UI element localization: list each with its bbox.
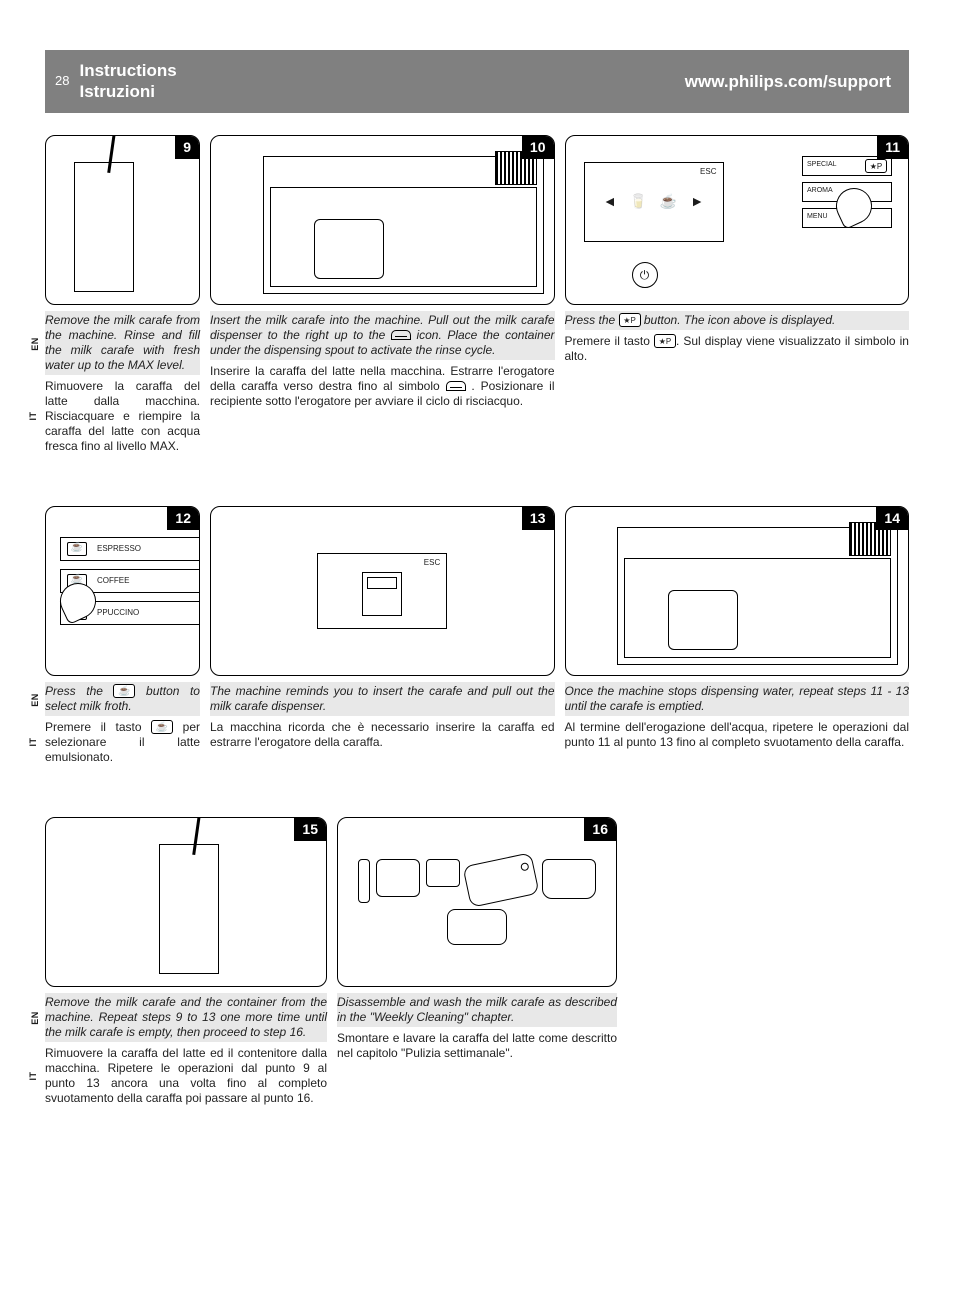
step-11-text-en: Press the button. The icon above is disp… bbox=[565, 311, 910, 330]
row-1: 9 EN Remove the milk carafe from the mac… bbox=[45, 135, 909, 456]
coffee-icon: 🥛 bbox=[630, 193, 647, 211]
machine-illustration bbox=[263, 156, 544, 293]
rinse-icon bbox=[446, 381, 466, 391]
row-3: 15 EN Remove the milk carafe and the con… bbox=[45, 817, 909, 1108]
title-en: Instructions bbox=[79, 60, 176, 81]
step-number: 16 bbox=[584, 818, 616, 842]
carafe-illustration bbox=[74, 162, 134, 292]
step-10-text-it: Inserire la caraffa del latte nella macc… bbox=[210, 362, 555, 411]
cup-icon bbox=[67, 542, 87, 556]
esc-label: ESC bbox=[424, 558, 440, 568]
page-number: 28 bbox=[55, 73, 69, 89]
lang-tag-en: EN bbox=[30, 1011, 41, 1025]
display-screen: ESC bbox=[317, 553, 447, 629]
cup-memo-icon bbox=[113, 684, 135, 698]
step-number: 12 bbox=[167, 507, 199, 531]
lang-tag-en: EN bbox=[30, 337, 41, 351]
figure-14: 14 bbox=[565, 506, 910, 676]
step-9: 9 EN Remove the milk carafe from the mac… bbox=[45, 135, 200, 456]
step-number: 13 bbox=[522, 507, 554, 531]
title-block: Instructions Istruzioni bbox=[79, 60, 176, 103]
carafe-prompt-icon bbox=[362, 572, 402, 616]
step-16: 16 Disassemble and wash the milk carafe … bbox=[337, 817, 617, 1108]
lang-tag-it: IT bbox=[28, 412, 39, 421]
step-9-text-it: Rimuovere la caraffa del latte dalla mac… bbox=[45, 377, 200, 456]
figure-12: ESPRESSO COFFEE PPUCCINO 12 bbox=[45, 506, 200, 676]
row-2: ESPRESSO COFFEE PPUCCINO 12 EN Press the… bbox=[45, 506, 909, 767]
lang-tag-en: EN bbox=[30, 693, 41, 707]
part-body bbox=[542, 859, 596, 899]
part-tube bbox=[358, 859, 370, 903]
step-14-text-en: Once the machine stops dispensing water,… bbox=[565, 682, 910, 716]
step-15: 15 EN Remove the milk carafe and the con… bbox=[45, 817, 327, 1108]
figure-15: 15 bbox=[45, 817, 327, 987]
step-number: 10 bbox=[522, 136, 554, 160]
star-p-icon bbox=[865, 159, 887, 173]
step-11: ESC ◄ 🥛 ☕ ► SPECIAL AROMA MENU 11 bbox=[565, 135, 910, 456]
part-cap bbox=[426, 859, 460, 887]
step-12: ESPRESSO COFFEE PPUCCINO 12 EN Press the… bbox=[45, 506, 200, 767]
carafe-illustration bbox=[159, 844, 219, 974]
step-15-text-en: Remove the milk carafe and the container… bbox=[45, 993, 327, 1042]
step-13-text-it: La macchina ricorda che è necessario ins… bbox=[210, 718, 555, 752]
disassembled-parts bbox=[348, 828, 606, 976]
part-lid bbox=[376, 859, 420, 897]
display-screen: ESC ◄ 🥛 ☕ ► bbox=[584, 162, 724, 242]
part-spout bbox=[462, 852, 539, 908]
step-14-text-it: Al termine dell'erogazione dell'acqua, r… bbox=[565, 718, 910, 752]
star-p-icon bbox=[619, 313, 641, 327]
step-9-text-en: Remove the milk carafe from the machine.… bbox=[45, 311, 200, 375]
step-number: 14 bbox=[876, 507, 908, 531]
step-number: 9 bbox=[175, 136, 199, 160]
cup-memo-icon bbox=[151, 720, 173, 734]
step-13: ESC 13 The machine reminds you to insert… bbox=[210, 506, 555, 767]
header-left: 28 Instructions Istruzioni bbox=[55, 60, 177, 103]
step-10-text-en: Insert the milk carafe into the machine.… bbox=[210, 311, 555, 360]
menu-item-espresso[interactable]: ESPRESSO bbox=[60, 537, 200, 561]
step-12-text-it: Premere il tasto per selezionare il latt… bbox=[45, 718, 200, 767]
spacer bbox=[627, 817, 909, 1108]
part-base bbox=[447, 909, 507, 945]
step-13-text-en: The machine reminds you to insert the ca… bbox=[210, 682, 555, 716]
support-url: www.philips.com/support bbox=[685, 71, 891, 92]
machine-illustration bbox=[617, 527, 898, 664]
figure-9: 9 bbox=[45, 135, 200, 305]
figure-16: 16 bbox=[337, 817, 617, 987]
step-number: 11 bbox=[877, 136, 908, 160]
step-16-text-it: Smontare e lavare la caraffa del latte c… bbox=[337, 1029, 617, 1063]
cup-icon: ☕ bbox=[660, 193, 677, 211]
header-bar: 28 Instructions Istruzioni www.philips.c… bbox=[45, 50, 909, 113]
step-16-text-en: Disassemble and wash the milk carafe as … bbox=[337, 993, 617, 1027]
figure-10: 10 bbox=[210, 135, 555, 305]
figure-13: ESC 13 bbox=[210, 506, 555, 676]
star-p-icon bbox=[654, 334, 676, 348]
power-button-icon bbox=[632, 262, 658, 288]
esc-label: ESC bbox=[700, 167, 716, 177]
lang-tag-it: IT bbox=[28, 1071, 39, 1080]
title-it: Istruzioni bbox=[79, 81, 176, 102]
right-arrow-icon: ► bbox=[690, 193, 704, 211]
step-11-text-it: Premere il tasto . Sul display viene vis… bbox=[565, 332, 910, 366]
step-15-text-it: Rimuovere la caraffa del latte ed il con… bbox=[45, 1044, 327, 1108]
figure-11: ESC ◄ 🥛 ☕ ► SPECIAL AROMA MENU 11 bbox=[565, 135, 910, 305]
lang-tag-it: IT bbox=[28, 738, 39, 747]
step-12-text-en: Press the button to select milk froth. bbox=[45, 682, 200, 716]
rinse-icon bbox=[391, 330, 411, 340]
step-14: 14 Once the machine stops dispensing wat… bbox=[565, 506, 910, 767]
step-10: 10 Insert the milk carafe into the machi… bbox=[210, 135, 555, 456]
step-number: 15 bbox=[294, 818, 326, 842]
left-arrow-icon: ◄ bbox=[603, 193, 617, 211]
